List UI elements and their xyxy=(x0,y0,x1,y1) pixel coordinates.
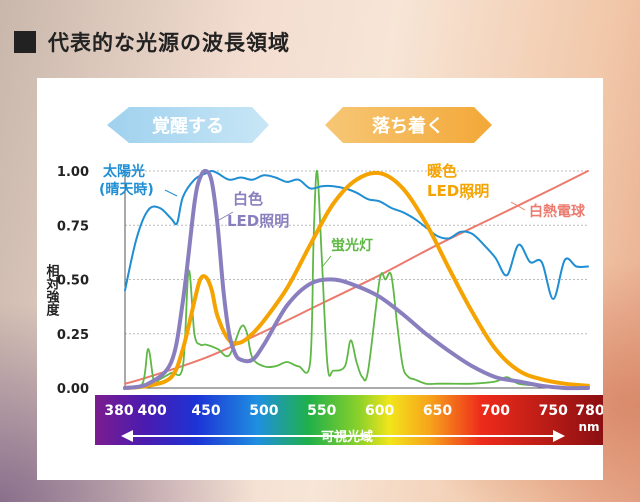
visible-range-arrow-right xyxy=(553,430,565,442)
chart-panel: 覚醒する 落ち着く 0.00 0.25 0.50 0.75 1.00 相対強度 太陽光(… xyxy=(37,78,605,480)
x-tick-label: 650 xyxy=(423,403,452,419)
leader-warm-led xyxy=(466,189,478,201)
series-label-white-led: 白色 xyxy=(233,190,263,208)
series-label-warm-led: 暖色 xyxy=(427,162,457,180)
heading-square-icon xyxy=(14,31,36,53)
y-tick-labels: 0.00 0.25 0.50 0.75 1.00 xyxy=(57,165,89,397)
page-heading: 代表的な光源の波長領域 xyxy=(14,28,290,56)
series-line-white-led xyxy=(123,168,590,391)
series-label-white-led: LED照明 xyxy=(227,212,289,230)
banner-right-arrow xyxy=(325,107,492,143)
banner-left-arrow xyxy=(107,107,269,143)
series-label-fluorescent: 蛍光灯 xyxy=(331,237,373,254)
series-line-fluorescent xyxy=(124,170,589,390)
leader-fluorescent xyxy=(322,255,332,267)
banner-left-label: 覚醒する xyxy=(152,115,224,137)
heading-text: 代表的な光源の波長領域 xyxy=(48,31,290,55)
leader-sunlight xyxy=(164,189,178,197)
unit-label: nm xyxy=(578,420,599,434)
x-tick-labels: 380 400 450 500 550 600 650 700 750 780 xyxy=(104,403,604,419)
y-tick-label: 0.25 xyxy=(57,328,89,343)
x-tick-label: 600 xyxy=(365,403,394,419)
spectrum-chart: 覚醒する 落ち着く 0.00 0.25 0.50 0.75 1.00 相対強度 太陽光(… xyxy=(44,107,605,445)
y-tick-label: 1.00 xyxy=(57,165,89,180)
visible-range-label: 可視光域 xyxy=(321,429,373,445)
x-tick-label: 450 xyxy=(191,403,220,419)
banner-right-label: 落ち着く xyxy=(372,115,444,137)
x-tick-label: 400 xyxy=(138,403,167,419)
y-tick-label: 0.75 xyxy=(57,219,89,234)
y-axis-label: 相対強度 xyxy=(44,263,61,317)
y-tick-label: 0.50 xyxy=(57,274,89,289)
x-tick-label: 700 xyxy=(481,403,510,419)
leader-white-led xyxy=(218,211,234,221)
x-tick-label: 780 xyxy=(575,403,603,419)
series-lines xyxy=(123,168,590,391)
visible-range-arrow-left xyxy=(121,430,133,442)
series-line-warm-led xyxy=(123,170,590,390)
series-label-incandescent: 白熱電球 xyxy=(529,203,586,220)
x-tick-label: 550 xyxy=(307,403,336,419)
x-tick-label: 500 xyxy=(249,403,278,419)
leader-incandescent xyxy=(510,201,526,211)
series-label-sunlight: (晴天時) xyxy=(99,181,154,198)
y-tick-label: 0.00 xyxy=(57,382,89,397)
series-label-sunlight: 太陽光 xyxy=(103,163,145,180)
x-tick-label: 380 xyxy=(104,403,133,419)
leader-lines xyxy=(164,189,526,267)
series-label-warm-led: LED照明 xyxy=(427,182,489,200)
x-tick-label: 750 xyxy=(539,403,568,419)
